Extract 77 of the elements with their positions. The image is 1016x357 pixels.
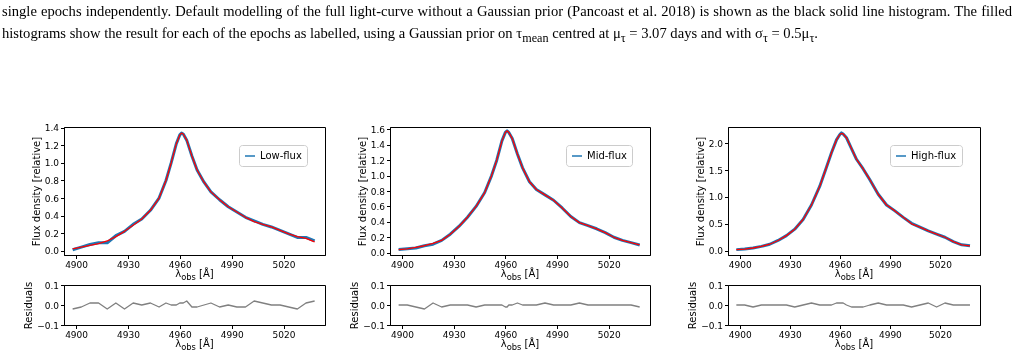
y-axis-title: Residuals (23, 281, 35, 330)
y-tick-label: 0.0 (44, 300, 60, 311)
x-tick-label: 4990 (546, 260, 570, 270)
y-tick-label: 1.0 (370, 171, 386, 182)
x-tick-label: 4930 (117, 330, 141, 340)
x-tick-label: 5020 (272, 260, 296, 270)
y-tick-label: 2.0 (708, 138, 724, 149)
y-axis-title: Flux density [relative] (30, 136, 42, 247)
y-tick-label: 0.0 (708, 300, 724, 311)
y-tick-label: 0.4 (44, 211, 60, 222)
x-tick-label: 4960 (828, 330, 853, 340)
x-tick-label: 4960 (168, 260, 193, 270)
x-tick-label: 4960 (494, 260, 518, 270)
x-axis-title: λ$_{obs}$ [Å] (500, 338, 540, 352)
y-tick-label: 1.6 (370, 124, 386, 135)
x-tick-label: 4900 (65, 330, 89, 340)
y-tick-label: 1.2 (370, 155, 385, 166)
x-tick-label: 4900 (65, 260, 89, 270)
y-tick-label: 0.0 (708, 246, 724, 257)
legend-label: Low-flux (260, 150, 302, 161)
x-tick-label: 4960 (828, 260, 853, 270)
y-tick-label: 0.8 (44, 175, 60, 186)
x-tick-label: 4930 (442, 330, 466, 340)
y-tick-label: 1.5 (708, 165, 723, 176)
x-tick-label: 5020 (928, 260, 953, 270)
x-axis-title: λ$_{obs}$ [Å] (500, 268, 540, 282)
y-tick-label: 1.0 (44, 158, 60, 169)
y-tick-label: 0.0 (370, 300, 386, 311)
x-tick-label: 4960 (494, 330, 518, 340)
y-tick-label: 1.2 (44, 140, 59, 151)
y-axis-title: Flux density [relative] (694, 136, 706, 247)
y-tick-label: 1.0 (708, 192, 724, 203)
x-tick-label: 5020 (272, 330, 296, 340)
x-tick-label: 4930 (117, 260, 141, 270)
x-axis-title: λ$_{obs}$ [Å] (175, 268, 214, 282)
x-tick-label: 4900 (391, 260, 415, 270)
y-tick-label: 0.6 (44, 193, 60, 204)
x-tick-label: 4900 (728, 260, 752, 270)
x-tick-label: 5020 (928, 330, 953, 340)
y-axis-title: Residuals (349, 281, 361, 330)
x-tick-label: 4990 (220, 330, 244, 340)
x-tick-label: 4990 (220, 260, 244, 270)
x-axis-title: λ$_{obs}$ [Å] (834, 338, 874, 352)
y-axis-title: Flux density [relative] (356, 136, 368, 247)
y-tick-label: 0.0 (44, 246, 60, 257)
legend-label: High-flux (911, 150, 957, 161)
y-tick-label: 0.1 (370, 280, 385, 291)
y-tick-label: 0.5 (708, 219, 723, 230)
y-tick-label: −0.1 (701, 320, 723, 331)
y-tick-label: −0.1 (37, 320, 59, 331)
x-tick-label: 4930 (442, 260, 466, 270)
y-tick-label: 1.4 (370, 140, 386, 151)
y-axis-title: Residuals (687, 281, 699, 330)
y-tick-label: 0.4 (370, 217, 386, 228)
y-tick-label: 0.6 (370, 201, 386, 212)
x-axis-title: λ$_{obs}$ [Å] (834, 268, 874, 282)
y-tick-label: 0.2 (44, 228, 59, 239)
y-tick-label: 0.0 (370, 248, 386, 259)
x-tick-label: 4930 (778, 260, 802, 270)
y-tick-label: 0.1 (708, 280, 723, 291)
y-tick-label: 0.8 (370, 186, 386, 197)
x-tick-label: 4960 (168, 330, 193, 340)
x-tick-label: 4900 (391, 330, 415, 340)
x-tick-label: 5020 (597, 260, 621, 270)
y-tick-label: 1.4 (44, 123, 60, 134)
y-tick-label: −0.1 (363, 320, 385, 331)
x-tick-label: 4990 (878, 260, 903, 270)
x-axis-title: λ$_{obs}$ [Å] (175, 338, 214, 352)
text: single epochs independently. Default modelling of the full light-curve without a Gaussian prior (Pancoast et al. 2018) is shown as the black solid line histogram. The filled histograms show the result for each of the epochs as labelled, using a Gaussian prior on τ$_{mean}$ centred at μ$_{τ}$ = 3.07 days and with σ$_{τ}$ = 0.5μ$_{τ}$. (2, 3, 1012, 45)
y-tick-label: 0.1 (44, 280, 59, 291)
x-tick-label: 4990 (546, 330, 570, 340)
legend-label: Mid-flux (587, 150, 627, 161)
x-tick-label: 5020 (597, 330, 621, 340)
x-tick-label: 4990 (878, 330, 903, 340)
x-tick-label: 4930 (778, 330, 802, 340)
y-tick-label: 0.2 (370, 232, 385, 243)
x-tick-label: 4900 (728, 330, 752, 340)
